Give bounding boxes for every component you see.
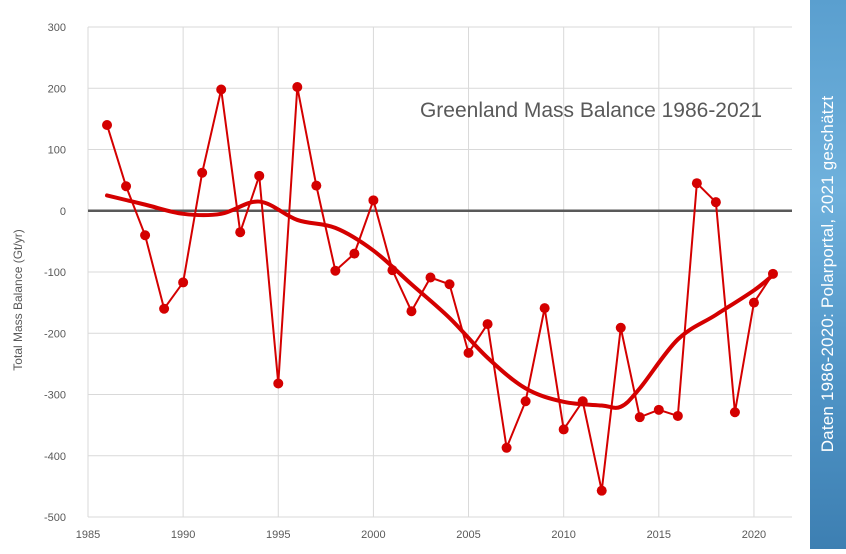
data-point [330,265,341,276]
data-point [349,248,360,259]
trend-line [105,193,775,410]
data-point [634,412,645,423]
data-point [140,230,151,241]
data-point [539,303,550,314]
data-point [425,272,436,283]
data-point [216,84,227,95]
data-point [292,82,303,93]
chart-title: Greenland Mass Balance 1986-2021 [420,99,762,122]
data-point [748,297,759,308]
data-point [520,396,531,407]
data-point [368,195,379,206]
y-tick-label: 0 [60,206,66,218]
y-axis-label: Total Mass Balance (Gt/yr) [11,229,25,370]
data-point [102,120,113,130]
y-tick-label: 300 [48,22,66,34]
data-point [406,306,417,317]
data-point [463,347,474,358]
data-point [121,181,132,192]
data-point [691,178,702,189]
data-point [501,442,512,453]
data-point [444,279,455,290]
y-tick-label: 200 [48,83,66,95]
data-point [558,424,569,435]
x-tick-label: 2015 [647,529,671,541]
data-point [235,227,246,238]
data-point [273,378,284,389]
x-tick-label: 1995 [266,529,290,541]
data-point [710,197,721,208]
x-tick-label: 2020 [742,529,766,541]
data-point [729,407,740,418]
x-tick-label: 2000 [361,529,385,541]
y-tick-label: 100 [48,145,66,157]
data-point [178,277,189,288]
side-banner: Daten 1986-2020: Polarportal, 2021 gesch… [810,0,846,549]
x-tick-label: 1990 [171,529,195,541]
y-tick-label: -200 [44,328,66,340]
data-point [254,170,265,181]
side-note: Daten 1986-2020: Polarportal, 2021 gesch… [818,95,837,453]
data-point [482,319,493,330]
x-tick-label: 2005 [456,529,480,541]
data-point [596,485,607,496]
y-tick-label: -300 [44,390,66,402]
y-tick-label: -400 [44,451,66,463]
y-tick-label: -100 [44,267,66,279]
x-tick-label: 1985 [76,529,100,541]
y-tick-label: -500 [44,512,66,524]
data-point [159,303,170,314]
data-point [653,404,664,415]
data-point [197,167,208,178]
data-point [311,180,322,191]
data-point [672,410,683,421]
data-point [615,322,626,333]
x-tick-label: 2010 [551,529,575,541]
